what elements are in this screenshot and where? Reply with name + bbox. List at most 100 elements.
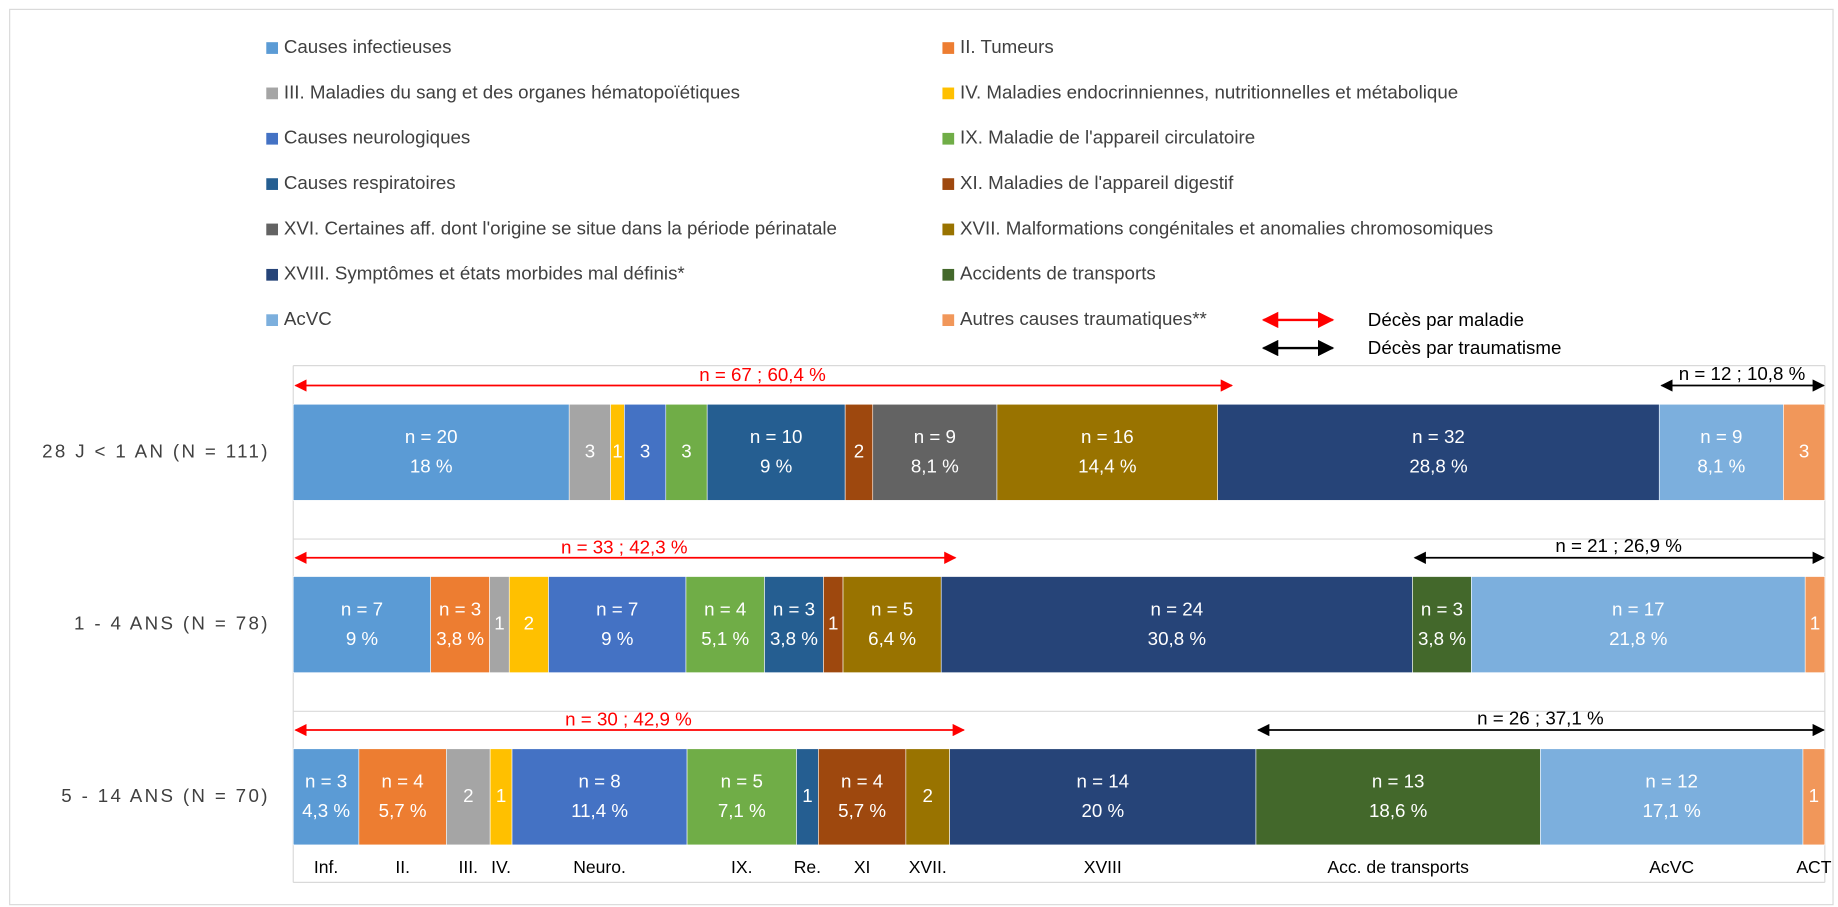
percent-label: 3,8 % [1418, 628, 1466, 649]
bar-segment [818, 748, 907, 846]
percent-label: 3,8 % [770, 628, 818, 649]
legend-label: Causes neurologiques [284, 127, 470, 148]
value-label: n = 16 [1081, 426, 1134, 447]
legend-label: XVII. Malformations congénitales et anom… [960, 217, 1493, 238]
bar-segment [446, 748, 491, 846]
value-label: n = 3 [305, 771, 347, 792]
short-label: IX. [731, 857, 752, 877]
category-label: 5 - 14 ANS (N = 70) [61, 785, 270, 806]
percent-label: 5,7 % [838, 800, 886, 821]
value-label: n = 5 [871, 598, 913, 619]
percent-label: 30,8 % [1148, 628, 1206, 649]
value-label: n = 3 [773, 598, 815, 619]
disease-bracket-label: n = 67 ; 60,4 % [699, 364, 826, 385]
value-label: n = 5 [721, 771, 763, 792]
value-label: 1 [1809, 785, 1819, 806]
trauma-bracket-label: n = 21 ; 26,9 % [1555, 535, 1682, 556]
percent-label: 9 % [760, 456, 792, 477]
value-label: 2 [923, 785, 933, 806]
bar-segment [706, 403, 846, 501]
percent-label: 14,4 % [1078, 456, 1136, 477]
short-label: AcVC [1649, 857, 1694, 877]
value-label: n = 24 [1151, 598, 1204, 619]
bar-segment [1540, 748, 1804, 846]
bar-segment [568, 403, 611, 501]
value-label: 1 [612, 440, 622, 461]
percent-label: 3,8 % [436, 628, 484, 649]
percent-label: 18,6 % [1369, 800, 1427, 821]
bar-segment [1802, 748, 1826, 846]
bar-segment [1217, 403, 1660, 501]
legend-label: IV. Maladies endocrinniennes, nutritionn… [960, 81, 1458, 102]
percent-label: 7,1 % [718, 800, 766, 821]
short-label: XI [854, 857, 871, 877]
percent-label: 4,3 % [302, 800, 350, 821]
bar-segment [686, 748, 797, 846]
bar-segment [1804, 576, 1826, 673]
legend-label: Autres causes traumatiques** [960, 308, 1207, 329]
bar-segment [1658, 403, 1784, 501]
value-label: 3 [585, 440, 595, 461]
legend-swatch [942, 268, 955, 281]
value-label: n = 9 [914, 426, 956, 447]
legend-swatch [266, 223, 279, 236]
bar-segment [358, 748, 447, 846]
legend-label: II. Tumeurs [960, 36, 1054, 57]
value-label: n = 4 [704, 598, 746, 619]
percent-label: 8,1 % [911, 456, 959, 477]
legend-label: XVI. Certaines aff. dont l'origine se si… [284, 217, 837, 238]
legend-swatch [942, 223, 955, 236]
value-label: 3 [681, 440, 691, 461]
legend-swatch [942, 178, 955, 190]
value-label: n = 20 [405, 426, 458, 447]
percent-label: 9 % [601, 628, 633, 649]
value-label: n = 12 [1645, 771, 1698, 792]
bar-segment [511, 748, 688, 846]
legend-swatch [942, 132, 955, 145]
bar-segment [1412, 576, 1472, 673]
legend-label: Décès par traumatisme [1368, 337, 1562, 358]
bar-segment [548, 576, 687, 673]
legend-label: XI. Maladies de l'appareil digestif [960, 172, 1234, 193]
value-label: n = 8 [578, 771, 620, 792]
percent-label: 18 % [410, 456, 453, 477]
value-label: n = 7 [596, 598, 638, 619]
value-label: 1 [802, 785, 812, 806]
value-label: 2 [463, 785, 473, 806]
percent-label: 8,1 % [1697, 456, 1745, 477]
legend-label: Accidents de transports [960, 263, 1156, 284]
percent-label: 17,1 % [1643, 800, 1701, 821]
percent-label: 9 % [346, 628, 378, 649]
disease-bracket-label: n = 30 ; 42,9 % [565, 709, 692, 730]
legend-swatch [266, 42, 279, 54]
short-label: Neuro. [573, 857, 626, 877]
value-label: 2 [854, 440, 864, 461]
short-label: III. [459, 857, 479, 877]
percent-label: 5,1 % [701, 628, 749, 649]
value-label: 1 [1810, 613, 1820, 634]
bar-segment [940, 576, 1413, 673]
bar-segment [1783, 403, 1826, 501]
short-label: IV. [491, 857, 511, 877]
bar-segment [905, 748, 950, 846]
value-label: 1 [496, 785, 506, 806]
value-label: 3 [1799, 440, 1809, 461]
bar-segment [292, 576, 431, 673]
bar-segment [842, 576, 942, 673]
short-label: II. [395, 857, 410, 877]
bar-segment [430, 576, 490, 673]
bar-segment [508, 576, 549, 673]
bar-segment [1471, 576, 1806, 673]
short-label: XVIII [1084, 857, 1122, 877]
percent-label: 28,8 % [1409, 456, 1467, 477]
bar-segment [1255, 748, 1541, 846]
disease-bracket-label: n = 33 ; 42,3 % [561, 536, 688, 557]
value-label: n = 3 [1421, 598, 1463, 619]
legend-swatch [942, 42, 955, 54]
bar-segment [872, 403, 998, 501]
value-label: 1 [494, 613, 504, 634]
value-label: n = 4 [382, 771, 424, 792]
value-label: n = 14 [1076, 771, 1129, 792]
percent-label: 6,4 % [868, 628, 916, 649]
